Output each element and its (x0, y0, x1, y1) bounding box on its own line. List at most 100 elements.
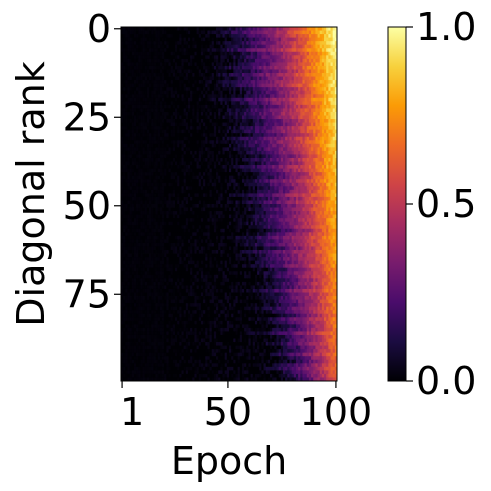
heatmap-cell (142, 76, 146, 81)
heatmap-cell (311, 27, 314, 31)
heatmap-cell (224, 34, 228, 39)
heatmap-cell (157, 108, 161, 113)
heatmap-cell (229, 87, 232, 92)
heatmap-cell (319, 65, 323, 70)
heatmap-cell (289, 27, 293, 31)
heatmap-cell (205, 58, 208, 63)
heatmap-cell (257, 108, 260, 113)
heatmap-cell (261, 87, 264, 92)
heatmap-cell (252, 65, 256, 70)
heatmap-cell (317, 108, 321, 113)
heatmap-cell (198, 69, 202, 74)
heatmap-cell (334, 41, 338, 46)
heatmap-cell (159, 30, 163, 35)
heatmap-cell (233, 44, 236, 49)
heatmap-cell (263, 51, 267, 56)
heatmap-cell (334, 97, 338, 102)
heatmap-cell (261, 97, 264, 102)
heatmap-cell (261, 65, 264, 70)
heatmap-cell (151, 108, 154, 113)
heatmap-cell (157, 83, 161, 88)
heatmap-cell (252, 62, 256, 67)
heatmap-cell (157, 94, 161, 99)
heatmap-cell (285, 97, 288, 102)
heatmap-cell (133, 48, 137, 53)
heatmap-cell (153, 94, 156, 99)
heatmap-cell (278, 69, 282, 74)
heatmap-cell (300, 83, 303, 88)
heatmap-cell (187, 48, 191, 53)
heatmap-cell (205, 97, 208, 102)
heatmap-cell (203, 108, 206, 113)
heatmap-cell (136, 83, 139, 88)
heatmap-cell (289, 73, 293, 77)
heatmap-cell (257, 76, 260, 81)
heatmap-cell (129, 87, 133, 92)
heatmap-cell (159, 73, 163, 77)
heatmap-cell (334, 62, 338, 67)
heatmap-cell (276, 97, 280, 102)
heatmap-cell (183, 111, 187, 116)
heatmap-cell (172, 44, 176, 49)
heatmap-cell (172, 104, 176, 109)
heatmap-cell (317, 62, 321, 67)
heatmap-cell (159, 94, 163, 99)
heatmap-cell (183, 44, 187, 49)
heatmap-cell (162, 90, 165, 95)
heatmap-cell (270, 83, 273, 88)
heatmap-cell (140, 94, 143, 99)
heatmap-cell (123, 90, 126, 95)
heatmap-cell (168, 101, 172, 106)
heatmap-cell (123, 101, 126, 106)
heatmap-cell (308, 90, 312, 95)
heatmap-cell (177, 76, 180, 81)
heatmap-cell (248, 80, 251, 85)
heatmap-cell (183, 101, 187, 106)
heatmap-cell (332, 108, 336, 113)
heatmap-cell (270, 37, 273, 42)
heatmap-cell (257, 94, 260, 99)
heatmap-cell (216, 111, 219, 116)
heatmap-cell (185, 48, 189, 53)
heatmap-cell (159, 90, 163, 95)
heatmap-cell (289, 55, 293, 60)
heatmap-cell (140, 104, 143, 109)
heatmap-cell (177, 104, 180, 109)
heatmap-cell (220, 80, 223, 85)
heatmap-cell (194, 62, 197, 67)
heatmap-cell (200, 108, 204, 113)
heatmap-cell (170, 104, 174, 109)
heatmap-cell (276, 73, 280, 77)
heatmap-cell (237, 97, 241, 102)
heatmap-cell (252, 97, 256, 102)
heatmap-cell (164, 108, 167, 113)
heatmap-cell (177, 41, 180, 46)
heatmap-cell (140, 87, 143, 92)
heatmap-cell (175, 65, 178, 70)
heatmap-cell (276, 90, 280, 95)
heatmap-cell (144, 90, 148, 95)
heatmap-cell (153, 101, 156, 106)
heatmap-cell (235, 87, 239, 92)
heatmap-cell (280, 104, 284, 109)
heatmap-cell (270, 51, 273, 56)
heatmap-cell (287, 55, 290, 60)
heatmap-cell (291, 55, 295, 60)
heatmap-cell (254, 51, 258, 56)
heatmap-cell (241, 41, 245, 46)
heatmap-cell (129, 48, 133, 53)
heatmap-cell (285, 83, 288, 88)
heatmap-cell (185, 37, 189, 42)
heatmap-cell (285, 73, 288, 77)
heatmap-cell (308, 101, 312, 106)
heatmap-cell (205, 94, 208, 99)
heatmap-cell (295, 30, 299, 35)
heatmap-cell (224, 48, 228, 53)
heatmap-cell (254, 80, 258, 85)
heatmap-cell (218, 104, 221, 109)
heatmap-cell (159, 108, 163, 113)
heatmap-cell (231, 104, 234, 109)
heatmap-cell (175, 108, 178, 113)
heatmap-cell (224, 69, 228, 74)
heatmap-cell (162, 73, 165, 77)
